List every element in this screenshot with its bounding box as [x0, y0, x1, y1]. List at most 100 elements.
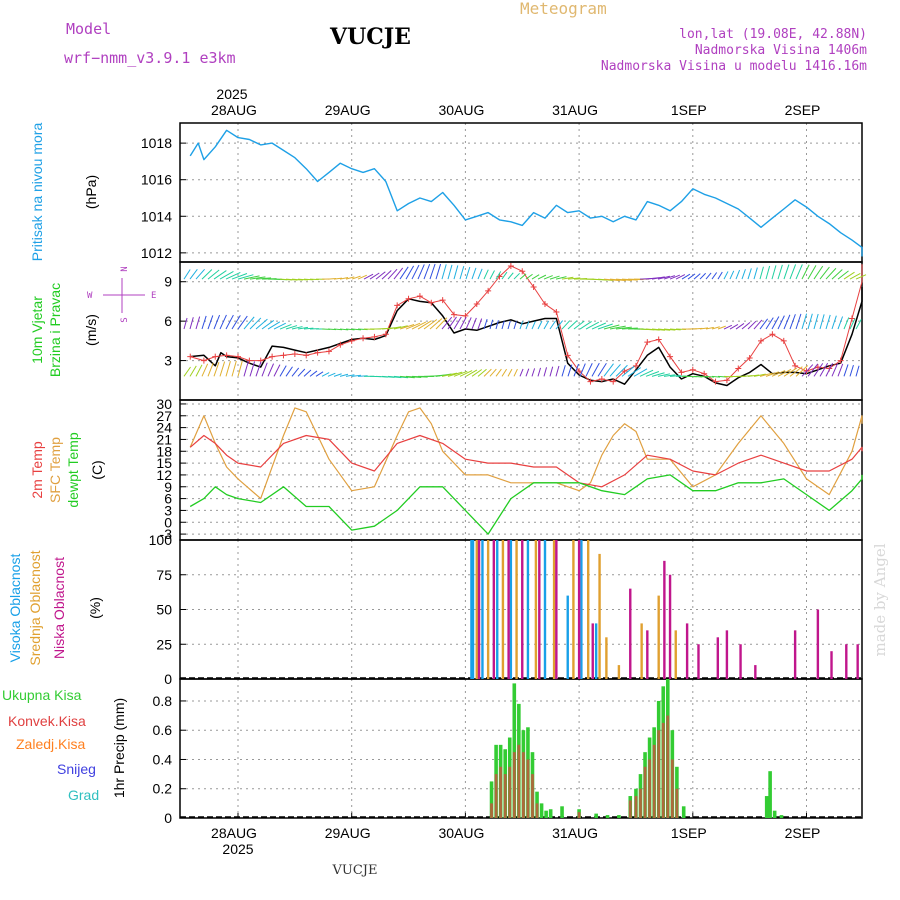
y-tick-label: 1012: [141, 245, 172, 261]
wind-arrow: [417, 264, 425, 280]
wind-arrow: [705, 272, 712, 280]
hail-label: Grad: [68, 787, 99, 803]
elevation-label: Nadmorska Visina 1406m: [695, 43, 867, 58]
wind-speed-marker: [792, 362, 799, 369]
wind-arrow: [495, 271, 502, 280]
wind-arrow: [765, 371, 779, 377]
y-tick-label: 1018: [141, 135, 172, 151]
wind-speed-marker: [541, 301, 548, 308]
wind-arrow: [243, 316, 255, 330]
wind-arrow: [207, 362, 214, 377]
wind-arrow: [549, 275, 560, 280]
wind-arrow: [219, 314, 227, 330]
wind-arrow: [699, 272, 706, 280]
wind-arrow: [219, 270, 234, 280]
y-tick-label: 27: [156, 408, 172, 424]
wind-arrow: [393, 267, 404, 280]
wind-arrow: [447, 316, 457, 330]
wind-arrow: [267, 321, 281, 330]
wind-arrow: [801, 264, 810, 280]
wind-arrow: [303, 369, 312, 377]
low-cloud-label: Niska Oblacnost: [51, 557, 67, 659]
cloud-bar: [507, 540, 510, 679]
cloud-bar: [515, 540, 518, 679]
wind-arrow: [615, 326, 632, 330]
wind-arrow: [543, 367, 548, 377]
wind-arrow: [819, 314, 825, 330]
wind-arrow: [657, 373, 671, 377]
precip-bar: [772, 810, 777, 818]
wind-arrow: [543, 275, 553, 280]
y-tick-label: -3: [160, 526, 173, 542]
wind-arrow: [465, 369, 478, 377]
wind-arrow: [381, 270, 392, 280]
wind-arrow: [855, 365, 860, 377]
cloud-bar: [586, 540, 590, 679]
wind-arrow: [183, 366, 191, 377]
cloud-bar: [555, 540, 558, 679]
wind-speed-marker: [667, 353, 674, 360]
wind-arrow: [243, 360, 249, 377]
wind-arrow: [837, 363, 844, 377]
wind-speed-marker: [303, 352, 310, 359]
cloud-bar: [816, 609, 820, 679]
wind-speed-marker: [235, 353, 241, 360]
wind-arrow: [657, 328, 671, 331]
wind-arrow: [309, 370, 318, 377]
wind-arrow: [549, 320, 557, 330]
precip-bar: [768, 771, 772, 818]
precip-bar: [508, 766, 512, 818]
cloud-bar: [496, 540, 499, 679]
wind-arrow: [567, 320, 578, 330]
wind-arrow: [363, 273, 374, 280]
wind-arrow: [669, 274, 681, 280]
wind-arrow: [777, 264, 783, 280]
precip-bar: [657, 730, 661, 818]
wind-arrow: [393, 325, 408, 330]
day-label-bottom: 29AUG: [325, 825, 371, 841]
dew-label: dewpt Temp: [65, 432, 81, 507]
wind-arrow: [507, 272, 514, 280]
wind-arrow: [453, 316, 462, 330]
precip-bar: [628, 800, 632, 818]
temp-unit: (C): [89, 460, 105, 479]
wind-arrow: [669, 374, 681, 377]
wind-arrow: [447, 264, 453, 280]
wind-arrow: [291, 367, 300, 377]
wind-arrow: [285, 325, 298, 330]
wind-arrow: [849, 318, 856, 330]
wind-arrow: [519, 368, 524, 377]
wind-arrow: [189, 269, 198, 280]
wind-arrow: [477, 318, 483, 330]
wind-arrow: [213, 362, 220, 377]
watermark: made by Angel: [871, 543, 889, 656]
precip-bar: [639, 788, 642, 818]
y-tick-labels: 1012101410161018369-30369121518212427300…: [141, 135, 172, 826]
wind-speed-marker: [735, 365, 742, 372]
top-day-labels: 28AUG 29AUG 30AUG 31AUG 1SEP 2SEP: [211, 102, 820, 118]
wind-arrow: [603, 278, 620, 282]
wind-arrow: [651, 276, 665, 280]
model-elevation-label: Nadmorska Visina u modelu 1416.16m: [601, 59, 867, 74]
y-tick-label: 0: [164, 671, 172, 687]
wind-arrow: [249, 276, 266, 280]
wind-arrow: [717, 375, 727, 378]
wind-arrow: [423, 263, 431, 280]
wind-arrow: [789, 264, 797, 280]
wind-arrow: [777, 368, 792, 377]
precip-bar: [681, 806, 686, 818]
wind-arrow: [411, 321, 427, 330]
wind-arrow: [855, 319, 862, 330]
wind-arrow: [651, 328, 666, 331]
wind-arrow: [567, 364, 573, 377]
wind-arrow: [279, 323, 292, 330]
wind-speed-marker: [519, 268, 526, 275]
t2m-label: 2m Temp: [29, 441, 45, 499]
wind-arrow: [441, 264, 447, 280]
wind-arrow: [189, 365, 197, 377]
cloud-bar: [793, 630, 797, 679]
wind-arrow: [231, 315, 241, 330]
wind-arrow: [429, 318, 443, 330]
wind-arrow: [339, 328, 349, 331]
wind-speed-marker: [200, 357, 207, 364]
